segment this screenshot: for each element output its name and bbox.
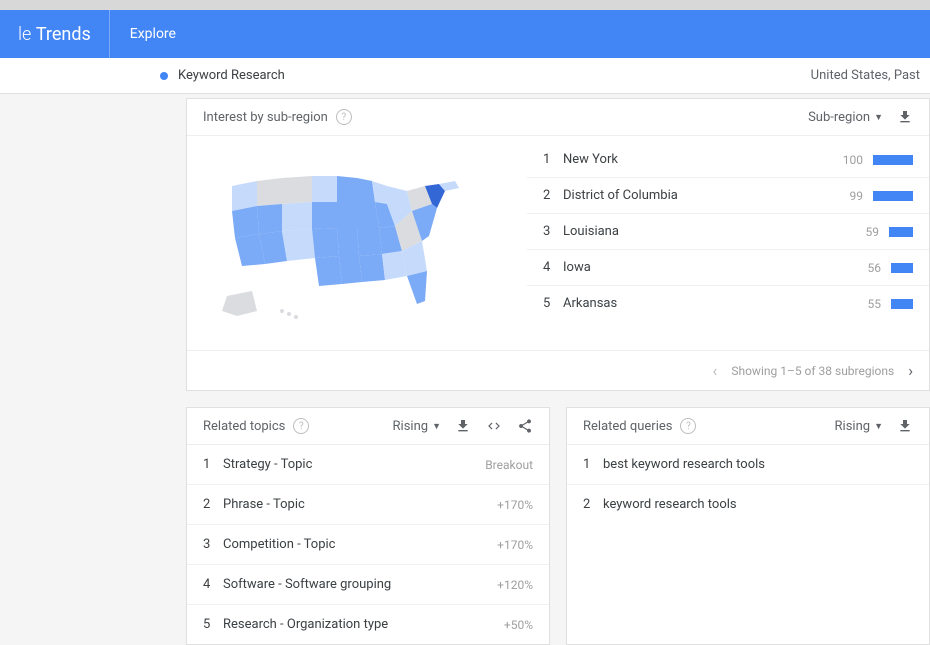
region-view-dropdown[interactable]: Sub-region ▼ (808, 110, 883, 125)
topic-label: Phrase - Topic (223, 497, 497, 512)
rank: 5 (543, 296, 563, 311)
browser-chrome-edge (0, 0, 930, 10)
logo-prefix: le (18, 24, 31, 45)
region-bar (873, 155, 913, 165)
region-row[interactable]: 2 District of Columbia 99 (527, 178, 929, 214)
region-row[interactable]: 4 Iowa 56 (527, 250, 929, 286)
region-bar (889, 227, 913, 237)
region-value: 99 (850, 189, 864, 203)
topics-sort-dropdown[interactable]: Rising ▼ (393, 419, 441, 434)
chevron-down-icon: ▼ (874, 112, 883, 123)
rank: 2 (543, 188, 563, 203)
search-term-chip[interactable]: Keyword Research (160, 68, 285, 83)
chevron-down-icon: ▼ (432, 421, 441, 432)
queries-list: 1best keyword research tools 2keyword re… (567, 445, 929, 524)
related-topics-card: Related topics ? Rising ▼ 1Strategy - To… (186, 407, 550, 645)
region-list: 1 New York 100 2 District of Columbia 99… (527, 136, 929, 350)
query-label: keyword research tools (603, 497, 913, 512)
us-map[interactable] (187, 136, 527, 350)
share-icon[interactable] (517, 418, 533, 434)
query-row[interactable]: 1best keyword research tools (567, 445, 929, 485)
rank: 1 (543, 152, 563, 167)
app-header: le Trends Explore (0, 10, 930, 58)
search-term-bar: Keyword Research United States, Past (0, 58, 930, 94)
rank: 2 (583, 497, 603, 512)
query-row[interactable]: 2keyword research tools (567, 485, 929, 524)
topics-header: Related topics ? Rising ▼ (187, 408, 549, 445)
region-row[interactable]: 5 Arkansas 55 (527, 286, 929, 321)
pager-text: Showing 1–5 of 38 subregions (731, 364, 894, 378)
region-card-header: Interest by sub-region ? Sub-region ▼ (187, 99, 929, 136)
rank: 3 (203, 537, 223, 552)
topic-value: +170% (497, 538, 533, 552)
topic-value: +170% (497, 498, 533, 512)
next-page-icon[interactable]: › (908, 361, 913, 380)
dropdown-label: Rising (835, 419, 871, 434)
topic-label: Strategy - Topic (223, 457, 485, 472)
embed-icon[interactable] (485, 419, 503, 433)
topics-list: 1Strategy - TopicBreakout 2Phrase - Topi… (187, 445, 549, 644)
download-icon[interactable] (897, 418, 913, 434)
topic-row[interactable]: 5Research - Organization type+50% (187, 605, 549, 644)
related-queries-card: Related queries ? Rising ▼ 1best keyword… (566, 407, 930, 645)
logo-name: Trends (36, 24, 91, 45)
query-label: best keyword research tools (603, 457, 913, 472)
queries-sort-dropdown[interactable]: Rising ▼ (835, 419, 883, 434)
help-icon[interactable]: ? (293, 418, 309, 434)
rank: 4 (543, 260, 563, 275)
region-name: District of Columbia (563, 188, 850, 203)
download-icon[interactable] (897, 109, 913, 125)
region-bar (891, 263, 913, 273)
topic-row[interactable]: 1Strategy - TopicBreakout (187, 445, 549, 485)
region-interest-card: Interest by sub-region ? Sub-region ▼ (186, 98, 930, 391)
topic-label: Software - Software grouping (223, 577, 497, 592)
rank: 3 (543, 224, 563, 239)
region-name: Iowa (563, 260, 868, 275)
topic-row[interactable]: 2Phrase - Topic+170% (187, 485, 549, 525)
region-name: Louisiana (563, 224, 866, 239)
rank: 4 (203, 577, 223, 592)
region-name: New York (563, 152, 843, 167)
region-row[interactable]: 3 Louisiana 59 (527, 214, 929, 250)
region-bar (891, 299, 913, 309)
region-value: 55 (868, 297, 882, 311)
location-filter[interactable]: United States, Past (811, 68, 920, 83)
rank: 5 (203, 617, 223, 632)
search-term-text: Keyword Research (178, 68, 285, 83)
region-value: 56 (868, 261, 882, 275)
rank: 1 (583, 457, 603, 472)
download-icon[interactable] (455, 418, 471, 434)
topics-title: Related topics (203, 419, 285, 434)
region-pager: ‹ Showing 1–5 of 38 subregions › (187, 350, 929, 390)
rank: 1 (203, 457, 223, 472)
region-value: 100 (843, 153, 863, 167)
topic-label: Competition - Topic (223, 537, 497, 552)
help-icon[interactable]: ? (680, 418, 696, 434)
queries-title: Related queries (583, 419, 672, 434)
queries-header: Related queries ? Rising ▼ (567, 408, 929, 445)
region-card-title: Interest by sub-region (203, 110, 328, 125)
topic-row[interactable]: 3Competition - Topic+170% (187, 525, 549, 565)
dropdown-label: Sub-region (808, 110, 870, 125)
rank: 2 (203, 497, 223, 512)
region-row[interactable]: 1 New York 100 (527, 142, 929, 178)
region-bar (873, 191, 913, 201)
topic-label: Research - Organization type (223, 617, 504, 632)
nav-explore[interactable]: Explore (110, 10, 196, 58)
help-icon[interactable]: ? (336, 109, 352, 125)
region-value: 59 (866, 225, 880, 239)
dropdown-label: Rising (393, 419, 429, 434)
region-name: Arkansas (563, 296, 868, 311)
logo[interactable]: le Trends (0, 10, 110, 58)
topic-value: +120% (497, 578, 533, 592)
topic-value: Breakout (485, 458, 533, 472)
prev-page-icon[interactable]: ‹ (713, 361, 718, 380)
topic-row[interactable]: 4Software - Software grouping+120% (187, 565, 549, 605)
chevron-down-icon: ▼ (874, 421, 883, 432)
chip-color-dot (160, 72, 168, 80)
